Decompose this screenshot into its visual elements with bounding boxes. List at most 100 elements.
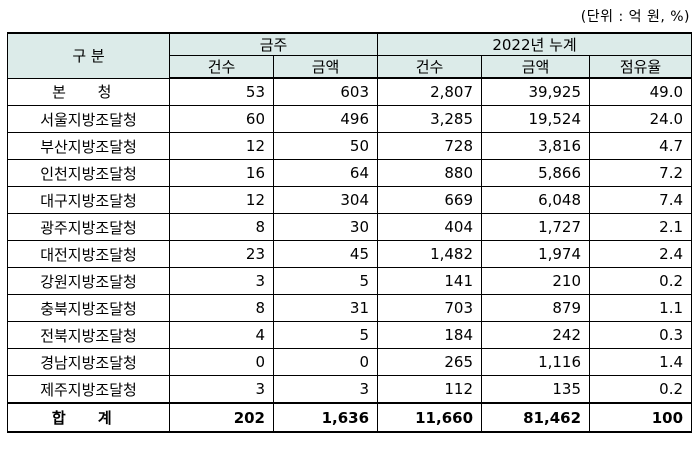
share-value: 1.1	[589, 294, 693, 322]
office-name: 경남지방조달청	[7, 348, 170, 376]
week-count: 3	[169, 267, 274, 295]
table-row: 광주지방조달청 8 30 404 1,727 2.1	[7, 213, 693, 241]
cumulative-header: 2022년 누계	[377, 32, 693, 56]
week-count: 53	[169, 77, 274, 106]
week-count: 12	[169, 132, 274, 160]
week-amount: 50	[272, 132, 379, 160]
table-row: 부산지방조달청 12 50 728 3,816 4.7	[7, 132, 693, 160]
office-name: 강원지방조달청	[7, 267, 170, 295]
table-row: 대전지방조달청 23 45 1,482 1,974 2.4	[7, 240, 693, 268]
cumulative-count: 703	[377, 294, 483, 322]
total-label: 합 계	[7, 402, 170, 433]
week-count: 4	[169, 321, 274, 349]
cumulative-amount-header: 금액	[481, 55, 591, 79]
office-name: 대전지방조달청	[7, 240, 170, 268]
week-count: 8	[169, 294, 274, 322]
procurement-table: 구 분 금주 2022년 누계 건수 금액 건수 금액 점유율 본 청 53 603…	[7, 32, 693, 433]
cumulative-count: 1,482	[377, 240, 483, 268]
week-count: 8	[169, 213, 274, 241]
share-value: 0.2	[589, 267, 693, 295]
cumulative-amount: 1,727	[481, 213, 591, 241]
week-count: 60	[169, 105, 274, 133]
office-name: 부산지방조달청	[7, 132, 170, 160]
week-count: 12	[169, 186, 274, 214]
week-amount: 3	[272, 375, 379, 404]
week-count: 3	[169, 375, 274, 404]
cumulative-amount: 242	[481, 321, 591, 349]
cumulative-amount: 1,116	[481, 348, 591, 376]
cumulative-count: 141	[377, 267, 483, 295]
category-header: 구 분	[7, 32, 170, 79]
cumulative-count-header: 건수	[377, 55, 483, 79]
total-week-amount: 1,636	[272, 402, 379, 433]
share-value: 7.2	[589, 159, 693, 187]
cumulative-amount: 135	[481, 375, 591, 404]
table-row: 전북지방조달청 4 5 184 242 0.3	[7, 321, 693, 349]
office-name: 광주지방조달청	[7, 213, 170, 241]
table-row: 충북지방조달청 8 31 703 879 1.1	[7, 294, 693, 322]
week-amount: 64	[272, 159, 379, 187]
week-count: 23	[169, 240, 274, 268]
office-name: 대구지방조달청	[7, 186, 170, 214]
share-value: 4.7	[589, 132, 693, 160]
cumulative-amount: 39,925	[481, 77, 591, 106]
office-name: 전북지방조달청	[7, 321, 170, 349]
table-body: 본 청 53 603 2,807 39,925 49.0 서울지방조달청 60 496 3,285…	[7, 77, 693, 404]
cumulative-amount: 3,816	[481, 132, 591, 160]
total-cumulative-count: 11,660	[377, 402, 483, 433]
total-week-count: 202	[169, 402, 274, 433]
unit-note: (단위 : 억 원, %)	[580, 9, 690, 25]
table-row: 강원지방조달청 3 5 141 210 0.2	[7, 267, 693, 295]
office-name: 충북지방조달청	[7, 294, 170, 322]
cumulative-amount: 5,866	[481, 159, 591, 187]
cumulative-amount: 879	[481, 294, 591, 322]
total-row: 합 계 202 1,636 11,660 81,462 100	[7, 402, 693, 433]
cumulative-count: 880	[377, 159, 483, 187]
table-row: 인천지방조달청 16 64 880 5,866 7.2	[7, 159, 693, 187]
week-amount: 0	[272, 348, 379, 376]
cumulative-count: 184	[377, 321, 483, 349]
share-value: 1.4	[589, 348, 693, 376]
office-name: 본 청	[7, 77, 170, 106]
total-share: 100	[589, 402, 693, 433]
total-cumulative-amount: 81,462	[481, 402, 591, 433]
share-value: 49.0	[589, 77, 693, 106]
share-value: 2.4	[589, 240, 693, 268]
cumulative-count: 404	[377, 213, 483, 241]
share-header: 점유율	[589, 55, 693, 79]
week-count: 16	[169, 159, 274, 187]
cumulative-count: 728	[377, 132, 483, 160]
week-amount: 496	[272, 105, 379, 133]
share-value: 7.4	[589, 186, 693, 214]
office-name: 서울지방조달청	[7, 105, 170, 133]
week-amount: 603	[272, 77, 379, 106]
office-name: 제주지방조달청	[7, 375, 170, 404]
week-amount: 5	[272, 267, 379, 295]
week-amount-header: 금액	[272, 55, 379, 79]
table-row: 제주지방조달청 3 3 112 135 0.2	[7, 375, 693, 404]
table-row: 서울지방조달청 60 496 3,285 19,524 24.0	[7, 105, 693, 133]
cumulative-amount: 1,974	[481, 240, 591, 268]
cumulative-amount: 19,524	[481, 105, 591, 133]
table-row: 본 청 53 603 2,807 39,925 49.0	[7, 77, 693, 106]
office-name: 인천지방조달청	[7, 159, 170, 187]
cumulative-count: 3,285	[377, 105, 483, 133]
share-value: 0.3	[589, 321, 693, 349]
cumulative-count: 265	[377, 348, 483, 376]
cumulative-count: 2,807	[377, 77, 483, 106]
week-amount: 5	[272, 321, 379, 349]
cumulative-count: 669	[377, 186, 483, 214]
week-count-header: 건수	[169, 55, 274, 79]
share-value: 2.1	[589, 213, 693, 241]
week-count: 0	[169, 348, 274, 376]
week-amount: 304	[272, 186, 379, 214]
table-row: 경남지방조달청 0 0 265 1,116 1.4	[7, 348, 693, 376]
header-row-2: 건수 금액 건수 금액 점유율	[8, 55, 693, 79]
week-amount: 30	[272, 213, 379, 241]
cumulative-count: 112	[377, 375, 483, 404]
share-value: 0.2	[589, 375, 693, 404]
cumulative-amount: 210	[481, 267, 591, 295]
table-row: 대구지방조달청 12 304 669 6,048 7.4	[7, 186, 693, 214]
week-amount: 45	[272, 240, 379, 268]
header-row-1: 구 분 금주 2022년 누계	[7, 32, 693, 79]
